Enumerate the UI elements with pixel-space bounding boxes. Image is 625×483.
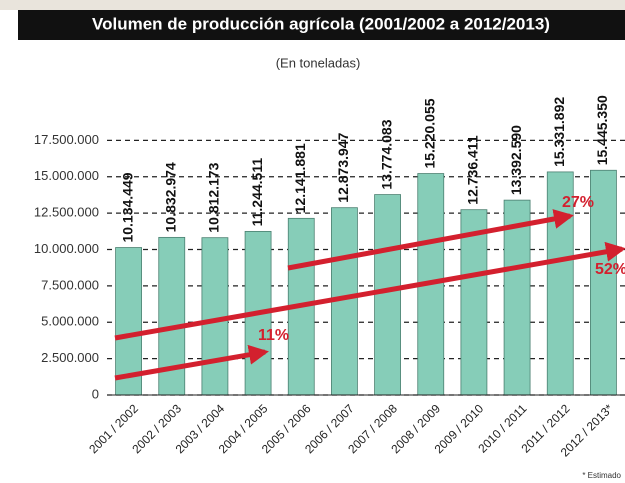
value-label: 15.445.350: [594, 95, 610, 165]
y-tick-label: 0: [92, 386, 99, 401]
value-label: 13.774.083: [378, 119, 394, 189]
value-label: 15.220.055: [421, 98, 437, 168]
value-label: 15.331.892: [551, 97, 567, 167]
y-tick-label: 17.500.000: [34, 132, 99, 147]
value-label: 11.244.511: [249, 158, 265, 227]
y-tick-label: 7.500.000: [41, 277, 99, 292]
arrow: [115, 249, 622, 338]
bar: [590, 170, 616, 395]
annotation: 27%: [562, 194, 594, 211]
value-label: 10.832.974: [162, 162, 178, 232]
y-tick-label: 15.000.000: [34, 168, 99, 183]
annotation: 11%: [258, 327, 289, 344]
value-label: 12.141.881: [292, 143, 308, 213]
y-tick-label: 5.000.000: [41, 314, 99, 329]
value-label: 10.812.173: [206, 162, 222, 232]
subtitle: (En toneladas): [276, 55, 361, 70]
header-strip: [0, 0, 625, 10]
annotation: 52%: [595, 261, 625, 278]
y-tick-label: 2.500.000: [41, 350, 99, 365]
chart: Volumen de producción agrícola (2001/200…: [0, 0, 625, 483]
chart-title: Volumen de producción agrícola (2001/200…: [92, 14, 550, 33]
footnote: * Estimado: [582, 471, 621, 480]
y-tick-label: 10.000.000: [34, 241, 99, 256]
arrows: [115, 216, 622, 378]
value-label: 10.134.449: [119, 172, 135, 242]
y-tick-label: 12.500.000: [34, 205, 99, 220]
plot: 0 2.500.000 5.000.000 7.500.000 10.000.000 12…: [34, 95, 625, 460]
value-label: 12.873.947: [335, 132, 351, 202]
value-label: 12.736.411: [465, 135, 481, 205]
bar: [375, 195, 401, 395]
value-label: 13.392.590: [508, 125, 524, 195]
